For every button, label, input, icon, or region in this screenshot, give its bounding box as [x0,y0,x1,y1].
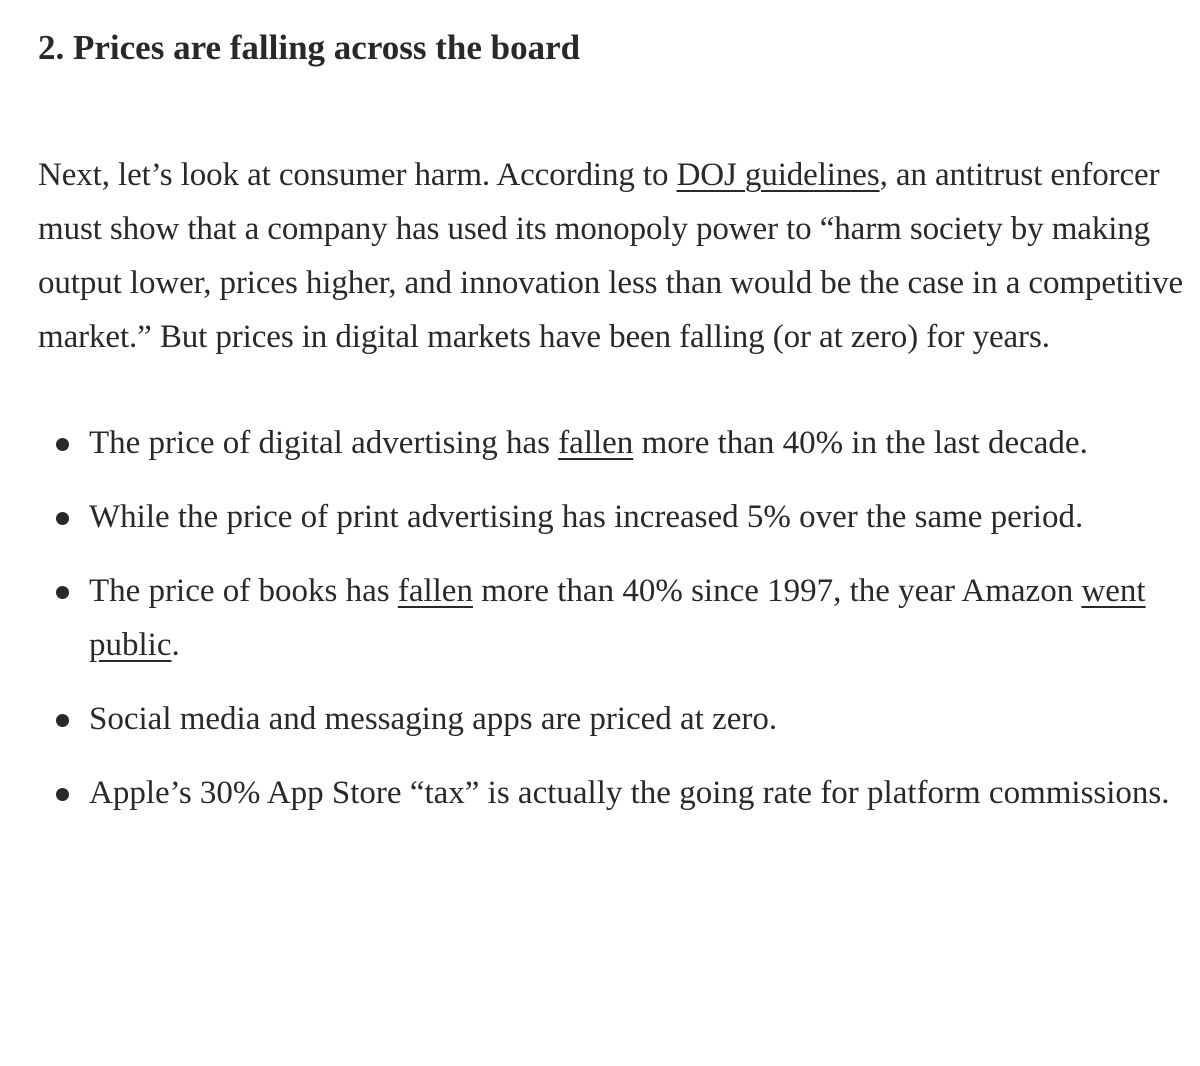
list-item-text: The price of books has [89,573,398,609]
list-item-text: While the price of print advertising has… [89,499,1084,535]
list-item-text: Apple’s 30% App Store “tax” is actually … [89,775,1170,811]
fallen-link[interactable]: fallen [558,425,634,461]
bullet-list: The price of digital advertising has fal… [38,416,1188,820]
list-item-text: . [171,627,180,663]
bullet-icon [56,788,69,801]
fallen-link[interactable]: fallen [397,573,473,609]
list-item-text: more than 40% since 1997, the year Amazo… [472,573,1082,609]
bullet-icon [56,512,69,525]
went-public-link[interactable]: went public [89,573,1146,663]
article-section: 2. Prices are falling across the board N… [38,28,1188,820]
bullet-icon [56,714,69,727]
paragraph-text: Next, let’s look at consumer harm. Accor… [38,157,677,193]
list-item-text: The price of digital advertising has [89,425,559,461]
list-item: While the price of print advertising has… [38,490,1188,544]
list-item-text: Social media and messaging apps are pric… [89,701,778,737]
intro-paragraph: Next, let’s look at consumer harm. Accor… [38,148,1188,364]
paragraph-text: , an antitrust enforcer must show that a… [38,157,1184,355]
list-item: The price of books has fallen more than … [38,564,1188,672]
list-item: Social media and messaging apps are pric… [38,692,1188,746]
list-item: The price of digital advertising has fal… [38,416,1188,470]
bullet-icon [56,438,69,451]
section-heading: 2. Prices are falling across the board [38,28,581,67]
list-item-text: more than 40% in the last decade. [633,425,1088,461]
doj-guidelines-link[interactable]: DOJ guidelines [676,157,880,193]
list-item: Apple’s 30% App Store “tax” is actually … [38,766,1188,820]
bullet-icon [56,586,69,599]
